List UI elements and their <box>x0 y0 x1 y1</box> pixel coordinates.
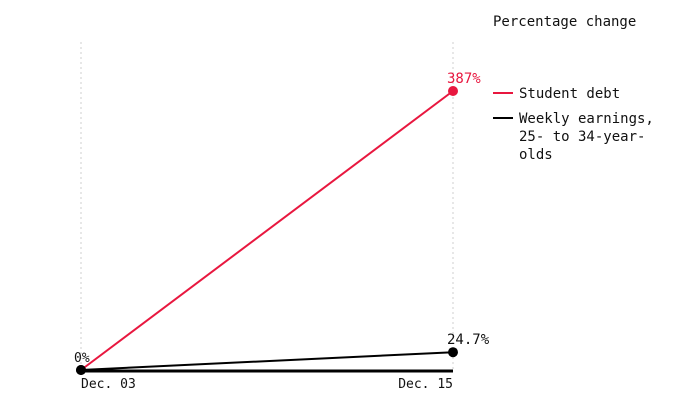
legend-label-weekly-earnings-line3: olds <box>519 147 553 163</box>
x-tick-label-dec-03: Dec. 03 <box>81 377 136 392</box>
end-value-label-weekly-earnings-25-to-34-year-olds: 24.7% <box>447 332 490 348</box>
series-line-student-debt <box>80 90 454 371</box>
start-value-label: 0% <box>74 351 90 366</box>
legend-label-weekly-earnings-line2: 25- to 34-year- <box>519 129 645 145</box>
legend-label-student-debt: Student debt <box>519 86 620 102</box>
series-layer: 387% 24.7% <box>76 71 490 375</box>
legend-label-weekly-earnings-line1: Weekly earnings, <box>519 111 654 127</box>
legend: Student debt Weekly earnings, 25- to 34-… <box>493 86 654 163</box>
x-tick-label-dec-15: Dec. 15 <box>398 377 453 392</box>
chart-title: Percentage change <box>493 14 636 30</box>
data-point-student-debt-1 <box>448 86 458 96</box>
series-line-weekly-earnings-25-to-34-year-olds <box>80 351 454 371</box>
data-point-weekly-earnings-25-to-34-year-olds-0 <box>76 365 86 375</box>
data-point-weekly-earnings-25-to-34-year-olds-1 <box>448 347 458 358</box>
end-value-label-student-debt: 387% <box>447 71 481 87</box>
